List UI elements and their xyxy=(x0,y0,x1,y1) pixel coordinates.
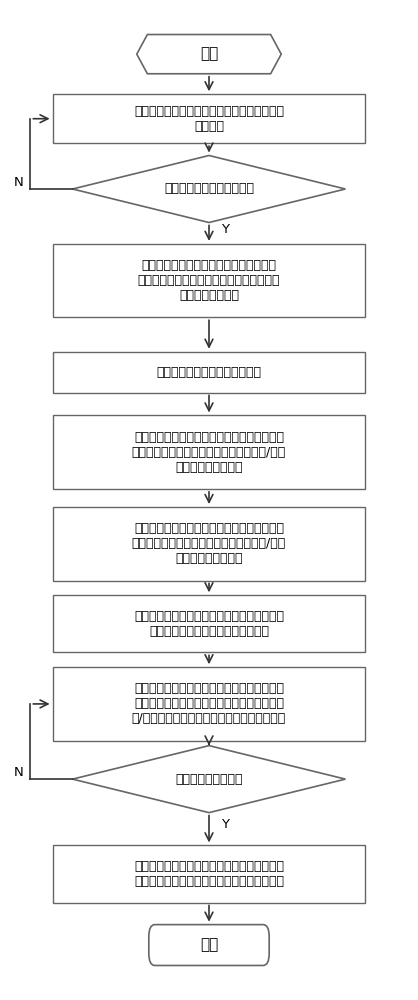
FancyBboxPatch shape xyxy=(53,352,365,393)
Text: 前行测边装置两侧的测边探头对前行带钢
进行测边，后行测边装置两侧的测边探头对
后行带钢进行测边: 前行测边装置两侧的测边探头对前行带钢 进行测边，后行测边装置两侧的测边探头对 后… xyxy=(138,259,280,302)
Text: 前行测边装置和后行测边装置两侧的测边探头
分别移动到与机组中心线的距离等于前行/后行
带钢宽度一半的位置: 前行测边装置和后行测边装置两侧的测边探头 分别移动到与机组中心线的距离等于前行/… xyxy=(132,522,286,565)
Polygon shape xyxy=(73,155,345,223)
Text: 对中完成，控制系统接到对中完成信号后，控
制缝合机对后行带钢和前行带钢进行缝合操作: 对中完成，控制系统接到对中完成信号后，控 制缝合机对后行带钢和前行带钢进行缝合操… xyxy=(134,860,284,888)
Text: 控制系统控制两组旋转液压缸动作，使两组测
边装置和两组对中装置的测边探头同时寻到前
行/后行带钢的边部，控制前行和后行带钢摆正: 控制系统控制两组旋转液压缸动作，使两组测 边装置和两组对中装置的测边探头同时寻到… xyxy=(132,682,286,725)
Text: 控制系统控制两组横移液压缸动作，使前行带
钢和后行带钢的中心与机组中心重合: 控制系统控制两组横移液压缸动作，使前行带 钢和后行带钢的中心与机组中心重合 xyxy=(134,610,284,638)
Text: 计算前行带钢和后行带钢的宽度: 计算前行带钢和后行带钢的宽度 xyxy=(156,366,262,379)
FancyBboxPatch shape xyxy=(53,94,365,143)
Text: N: N xyxy=(13,176,23,189)
Text: 开始: 开始 xyxy=(200,47,218,62)
Text: Y: Y xyxy=(221,818,229,831)
FancyBboxPatch shape xyxy=(53,415,365,489)
Polygon shape xyxy=(137,35,281,74)
Polygon shape xyxy=(73,746,345,813)
FancyBboxPatch shape xyxy=(53,845,365,903)
Text: 后行带钢开始穿带，横移液压缸和旋转液压缸
回到中位: 后行带钢开始穿带，横移液压缸和旋转液压缸 回到中位 xyxy=(134,105,284,133)
Text: N: N xyxy=(13,766,23,779)
FancyBboxPatch shape xyxy=(149,925,269,965)
Text: 前行对中装置和后行对中装置对应的两组测边
探头移动到与机组中心线的距离等于前行/后行
带钢宽度一半的位置: 前行对中装置和后行对中装置对应的两组测边 探头移动到与机组中心线的距离等于前行/… xyxy=(132,431,286,474)
Text: 偏差在设定范围内？: 偏差在设定范围内？ xyxy=(175,773,243,786)
FancyBboxPatch shape xyxy=(53,507,365,581)
Text: 后行带钢到达缝合机区域？: 后行带钢到达缝合机区域？ xyxy=(164,182,254,195)
FancyBboxPatch shape xyxy=(53,244,365,317)
Text: Y: Y xyxy=(221,223,229,236)
Text: 结束: 结束 xyxy=(200,938,218,953)
FancyBboxPatch shape xyxy=(53,667,365,741)
FancyBboxPatch shape xyxy=(53,595,365,652)
